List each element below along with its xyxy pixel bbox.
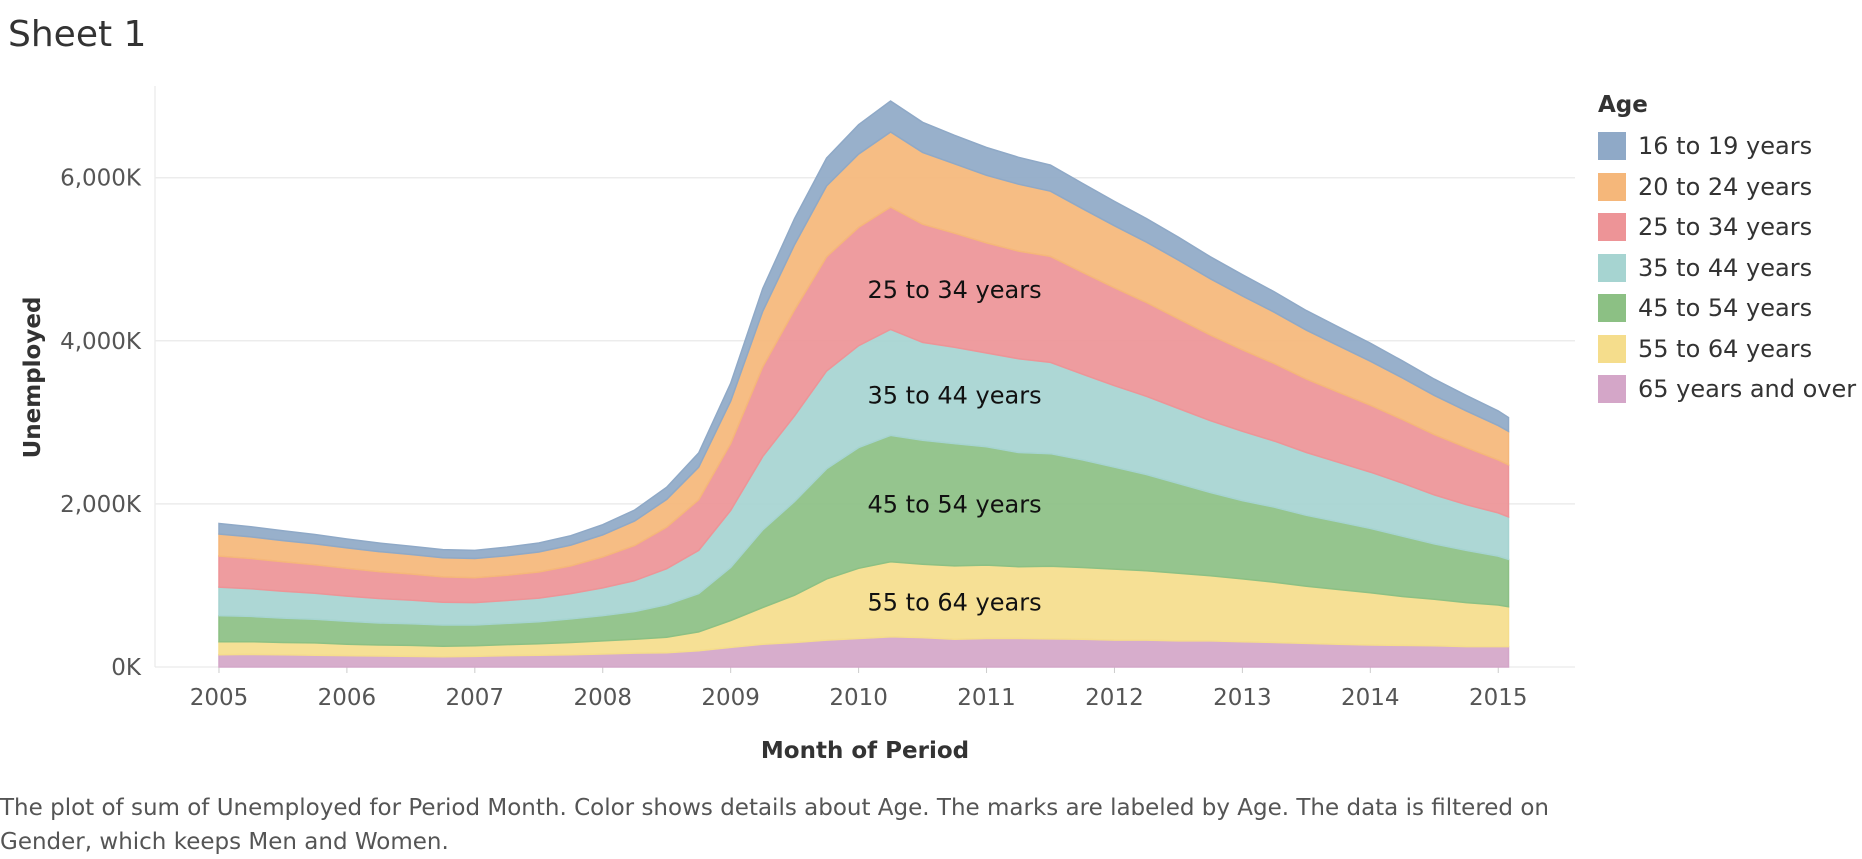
x-tick-label: 2005 xyxy=(190,685,249,711)
legend-item[interactable]: 55 to 64 years xyxy=(1598,329,1856,370)
legend-label: 16 to 19 years xyxy=(1638,132,1813,161)
x-tick-label: 2010 xyxy=(829,685,888,711)
legend-label: 20 to 24 years xyxy=(1638,172,1813,201)
legend-swatch xyxy=(1598,253,1626,282)
legend-swatch xyxy=(1598,375,1626,404)
x-tick-label: 2015 xyxy=(1469,685,1528,711)
legend-item[interactable]: 16 to 19 years xyxy=(1598,126,1856,167)
legend-swatch xyxy=(1598,172,1626,201)
x-tick-label: 2012 xyxy=(1085,685,1144,711)
mark-label: 25 to 34 years xyxy=(867,276,1041,304)
y-tick-label: 4,000K xyxy=(60,329,142,355)
area-chart: 0K 2,000K 4,000K 6,000K 2005 2006 2007 2008 2009… xyxy=(20,86,1575,764)
sheet-title: Sheet 1 xyxy=(8,14,147,55)
legend-label: 35 to 44 years xyxy=(1638,253,1813,282)
x-tick-label: 2006 xyxy=(318,685,377,711)
x-tick-label: 2013 xyxy=(1213,685,1272,711)
x-tick-label: 2008 xyxy=(573,685,632,711)
y-tick-label: 2,000K xyxy=(60,492,142,518)
legend-items: 16 to 19 years 20 to 24 years 25 to 34 yea… xyxy=(1598,126,1856,410)
legend-swatch xyxy=(1598,294,1626,323)
x-tick-label: 2011 xyxy=(957,685,1016,711)
area-16-to-19-years xyxy=(218,100,1510,560)
x-tick-label: 2009 xyxy=(701,685,760,711)
x-axis-label: Month of Period xyxy=(761,738,969,764)
legend-label: 45 to 54 years xyxy=(1638,294,1813,323)
x-tick-label: 2007 xyxy=(446,685,505,711)
legend-title: Age xyxy=(1598,92,1648,118)
y-tick-label: 0K xyxy=(111,655,142,681)
legend-item[interactable]: 35 to 44 years xyxy=(1598,248,1856,289)
y-axis-label: Unemployed xyxy=(20,297,46,459)
legend-swatch xyxy=(1598,334,1626,363)
legend-label: 55 to 64 years xyxy=(1638,334,1813,363)
legend-item[interactable]: 45 to 54 years xyxy=(1598,288,1856,329)
chart-caption: The plot of sum of Unemployed for Period… xyxy=(0,795,1549,855)
legend-item[interactable]: 65 years and over xyxy=(1598,369,1856,410)
legend-item[interactable]: 25 to 34 years xyxy=(1598,207,1856,248)
mark-label: 45 to 54 years xyxy=(867,491,1041,519)
legend-swatch xyxy=(1598,213,1626,242)
legend-swatch xyxy=(1598,132,1626,161)
mark-label: 35 to 44 years xyxy=(867,381,1041,409)
mark-label: 55 to 64 years xyxy=(867,589,1041,617)
y-tick-label: 6,000K xyxy=(60,166,142,192)
x-tick-label: 2014 xyxy=(1341,685,1400,711)
legend-item[interactable]: 20 to 24 years xyxy=(1598,167,1856,208)
legend-label: 25 to 34 years xyxy=(1638,213,1813,242)
legend: Age 16 to 19 years 20 to 24 years 25 to 34… xyxy=(1598,92,1856,410)
legend-label: 65 years and over xyxy=(1638,375,1857,404)
